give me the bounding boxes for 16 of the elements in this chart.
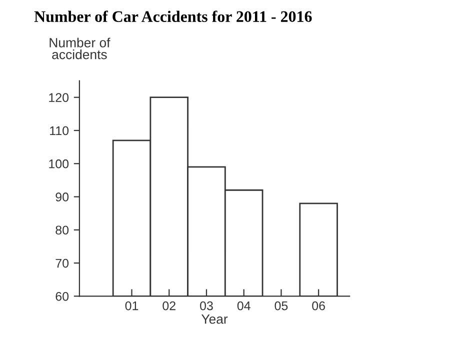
y-tick-label: 120	[49, 93, 69, 102]
y-tick-label: 100	[49, 159, 69, 168]
y-tick-label: 80	[56, 226, 69, 235]
x-tick-label: 02	[162, 301, 176, 310]
x-tick-label: 01	[125, 301, 138, 310]
y-tick-label: 70	[56, 258, 69, 268]
x-axis-title: Year	[201, 314, 228, 324]
x-tick-label: 03	[200, 301, 213, 310]
y-tick-label: 110	[50, 126, 69, 136]
x-tick-label: 05	[274, 301, 288, 310]
y-tick-label: 90	[56, 192, 69, 202]
y-tick-label: 60	[56, 292, 69, 301]
x-tick-label: 06	[312, 301, 325, 310]
x-tick-label: 04	[237, 301, 250, 310]
y-axis-title: Number of accidents	[50, 38, 110, 60]
chart-title: Number of Car Accidents for 2011 - 2016	[34, 10, 312, 22]
